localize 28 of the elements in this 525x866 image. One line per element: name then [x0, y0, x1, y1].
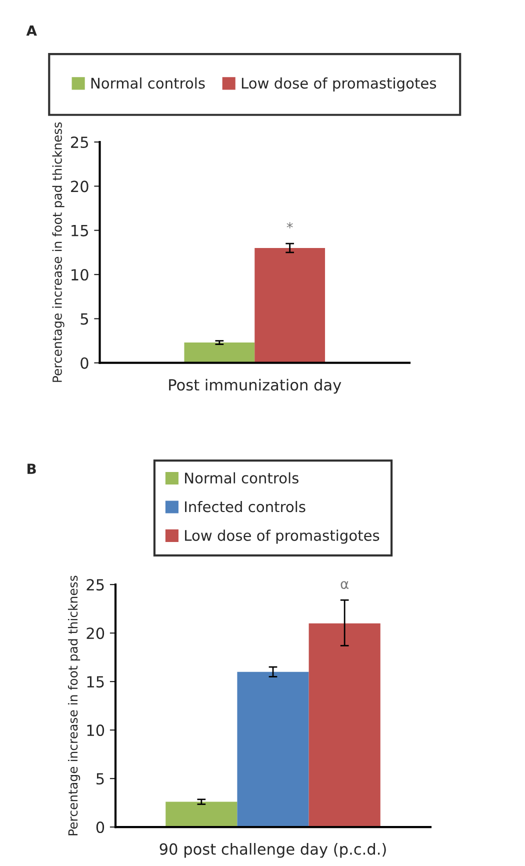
y-axis-title: Percentage increase in foot pad thickness: [68, 576, 80, 836]
chart-title: B: [28, 464, 36, 474]
y-tick-label: 15: [87, 676, 104, 688]
y-tick-label: 20: [86, 628, 104, 640]
y-tick-label: 25: [86, 579, 104, 591]
y-tick-label: 0: [80, 357, 88, 369]
legend-label: Normal controls: [91, 77, 205, 89]
y-tick-label: 15: [72, 225, 88, 236]
bar: [237, 672, 309, 828]
y-tick-label: 5: [96, 773, 104, 785]
y-tick-label: 20: [71, 180, 88, 192]
legend-label: Infected controls: [185, 500, 306, 512]
chart-title: A: [26, 26, 37, 36]
y-tick-label: 0: [96, 821, 104, 834]
legend-label: Low dose of promastigotes: [185, 530, 380, 544]
bar: [166, 802, 238, 828]
legend-label: Low dose of promastigotes: [242, 77, 436, 92]
bar: [308, 623, 380, 828]
y-tick-label: 10: [72, 268, 88, 281]
annotation: α: [340, 581, 349, 590]
y-axis-title: Percentage increase in foot pad thickness: [52, 122, 64, 382]
y-tick-label: 10: [87, 724, 104, 736]
annotation: *: [286, 222, 293, 228]
x-axis-title: Post immunization day: [169, 378, 342, 394]
x-axis-title: 90 post challenge day (p.c.d.): [160, 843, 386, 858]
y-tick-label: 25: [71, 136, 88, 148]
legend-label: Normal controls: [185, 472, 298, 484]
y-tick-label: 5: [80, 313, 88, 325]
